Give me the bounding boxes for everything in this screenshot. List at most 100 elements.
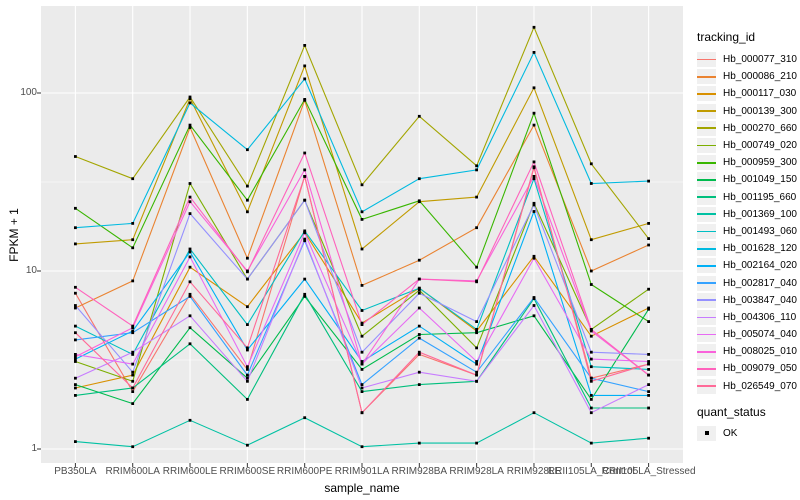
data-point <box>131 379 135 383</box>
data-point <box>475 441 478 445</box>
y-axis-title: FPKM + 1 <box>7 208 21 262</box>
data-point <box>188 123 192 127</box>
data-point <box>188 182 192 185</box>
x-tick-label: RRIM928BA <box>391 466 448 477</box>
legend-entry-label: Hb_000117_030 <box>723 88 797 100</box>
data-point <box>475 370 478 374</box>
data-point <box>647 383 650 386</box>
data-point <box>131 353 135 356</box>
legend-key-box <box>697 86 716 102</box>
data-point <box>303 231 307 235</box>
data-point <box>74 155 77 158</box>
data-point <box>475 329 478 333</box>
data-point <box>589 238 593 242</box>
legend-line-swatch <box>697 161 716 164</box>
data-point <box>647 307 650 311</box>
legend-entry-label: Hb_001369_100 <box>723 208 797 220</box>
legend-entry: Hb_001493_060 <box>697 223 799 240</box>
legend-entry: Hb_001195_660 <box>697 189 799 206</box>
data-point <box>589 398 593 401</box>
data-point <box>188 295 192 298</box>
legend-entry-label: Hb_000959_300 <box>723 157 797 169</box>
data-point <box>417 199 421 203</box>
data-point <box>246 376 249 380</box>
legend-entry-label: Hb_000749_020 <box>723 140 797 152</box>
data-point <box>647 320 650 323</box>
legend-entry: Hb_001369_100 <box>697 206 799 223</box>
data-point <box>74 383 77 386</box>
data-point <box>475 265 478 269</box>
legend-key-box <box>697 206 716 222</box>
data-point <box>131 386 135 390</box>
x-tick-label: RRIM928LA <box>449 466 504 477</box>
data-point <box>647 179 650 183</box>
data-point <box>532 254 536 258</box>
legend-entry-label: Hb_001493_060 <box>723 225 797 237</box>
data-point <box>360 390 364 393</box>
legend-entry-label: Hb_004306_110 <box>723 311 797 323</box>
data-point <box>246 443 249 447</box>
legend-entry: Hb_000139_300 <box>697 103 799 120</box>
legend-entry-label: Hb_009079_050 <box>723 363 797 375</box>
data-point <box>131 331 135 335</box>
legend-entry-label: Hb_008025_010 <box>723 346 797 358</box>
legend-entry: Hb_002164_020 <box>697 257 799 274</box>
data-point <box>417 288 421 292</box>
data-point <box>246 198 249 202</box>
data-point <box>131 390 135 393</box>
y-tick-label: 1 <box>31 443 37 454</box>
legend-entry-label: Hb_001628_120 <box>723 243 797 255</box>
data-point <box>246 379 249 383</box>
legend-key-box <box>697 241 716 257</box>
data-point <box>589 394 593 397</box>
data-point <box>589 406 593 410</box>
data-point <box>303 64 307 68</box>
legend-entry: Hb_004306_110 <box>697 309 799 326</box>
legend-key-box <box>697 258 716 274</box>
data-point <box>188 326 192 330</box>
legend-entry-label: OK <box>723 427 738 439</box>
data-point <box>475 195 478 199</box>
y-tick-label: 100 <box>20 87 37 98</box>
data-point <box>246 398 249 401</box>
data-point <box>589 269 593 273</box>
legend-entry: Hb_009079_050 <box>697 360 799 377</box>
legend-key-box <box>697 223 716 239</box>
data-point <box>303 175 307 178</box>
data-point <box>532 123 536 127</box>
legend-entry-label: Hb_000270_660 <box>723 122 797 134</box>
data-point <box>360 210 364 214</box>
legend-entry: Hb_000077_310 <box>697 51 799 68</box>
data-point <box>417 306 421 310</box>
legend-key-box <box>697 275 716 291</box>
legend-entry: Hb_000117_030 <box>697 85 799 102</box>
data-point <box>303 416 307 420</box>
data-point <box>131 222 135 225</box>
data-point <box>360 360 364 363</box>
data-point <box>417 370 421 374</box>
data-point <box>188 126 192 129</box>
data-point <box>131 373 135 377</box>
data-point <box>188 95 192 99</box>
x-tick-label: RRIM600PE <box>276 466 333 477</box>
data-point <box>360 183 364 187</box>
legend-line-swatch <box>697 333 716 336</box>
data-point <box>74 242 77 246</box>
data-point <box>74 357 77 361</box>
legend-entries: Hb_000077_310 Hb_000086_210 Hb_000117_030 H… <box>697 51 799 395</box>
data-point <box>131 246 135 250</box>
legend-entry-label: Hb_005074_040 <box>723 329 797 341</box>
data-point <box>246 346 249 350</box>
data-point <box>647 353 650 356</box>
x-tick-label: RRII105LA_Stressed <box>601 466 696 477</box>
legend-entry-label: Hb_001049_150 <box>723 174 797 186</box>
data-point <box>589 379 593 383</box>
legend-line-swatch <box>697 75 716 78</box>
legend-entry: Hb_005074_040 <box>697 326 799 343</box>
data-point <box>589 328 593 331</box>
data-point <box>246 210 249 214</box>
legend-entry-label: Hb_000086_210 <box>723 71 797 83</box>
data-point <box>246 277 249 281</box>
data-point <box>303 151 307 155</box>
data-point <box>589 411 593 415</box>
